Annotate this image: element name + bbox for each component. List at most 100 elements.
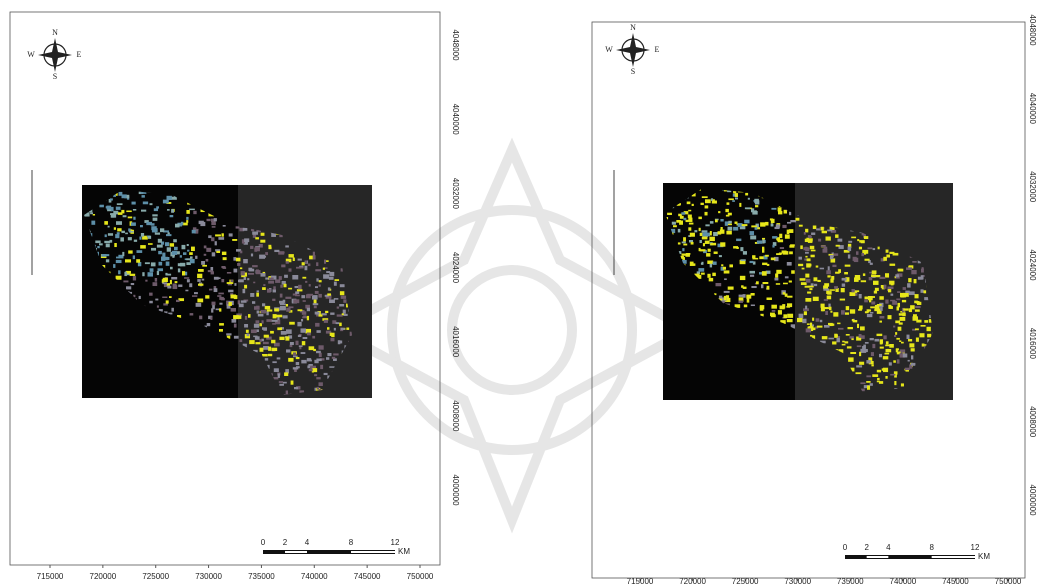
pixel bbox=[277, 373, 280, 378]
pixel bbox=[288, 357, 294, 362]
pixel bbox=[315, 322, 320, 327]
pixel bbox=[804, 246, 808, 251]
pixel bbox=[253, 281, 256, 284]
pixel bbox=[874, 305, 880, 310]
pixel bbox=[282, 315, 288, 319]
pixel bbox=[307, 365, 311, 369]
pixel bbox=[269, 277, 274, 281]
pixel bbox=[133, 239, 138, 242]
pixel bbox=[813, 277, 818, 282]
pixel bbox=[733, 246, 739, 249]
pixel bbox=[872, 374, 879, 377]
pixel bbox=[808, 285, 814, 288]
pixel bbox=[268, 246, 272, 250]
y-coordinate-label: 4016000 bbox=[1028, 328, 1037, 360]
pixel bbox=[722, 266, 726, 270]
pixel bbox=[181, 244, 186, 250]
pixel bbox=[823, 288, 829, 291]
pixel bbox=[207, 270, 213, 273]
pixel bbox=[215, 308, 220, 311]
pixel bbox=[340, 327, 345, 330]
pixel bbox=[750, 304, 755, 307]
pixel bbox=[156, 206, 160, 209]
y-coordinate-label: 4048000 bbox=[451, 29, 460, 61]
pixel bbox=[285, 261, 289, 264]
pixel bbox=[91, 220, 96, 225]
pixel bbox=[861, 335, 865, 339]
pixel bbox=[312, 368, 318, 373]
pixel bbox=[842, 340, 845, 343]
pixel bbox=[709, 236, 715, 242]
pixel bbox=[256, 290, 259, 293]
pixel bbox=[199, 315, 203, 320]
pixel bbox=[700, 272, 705, 275]
pixel bbox=[819, 319, 823, 323]
pixel bbox=[219, 323, 224, 326]
pixel bbox=[263, 346, 269, 350]
pixel bbox=[832, 341, 837, 345]
pixel bbox=[189, 208, 195, 211]
pixel bbox=[279, 336, 285, 341]
pixel bbox=[740, 259, 746, 262]
pixel bbox=[696, 271, 701, 275]
pixel bbox=[912, 328, 916, 331]
pixel bbox=[715, 283, 722, 287]
pixel bbox=[289, 321, 295, 325]
pixel bbox=[339, 322, 342, 327]
pixel bbox=[301, 295, 306, 299]
pixel bbox=[175, 223, 180, 228]
pixel bbox=[795, 217, 800, 221]
pixel bbox=[863, 233, 866, 238]
pixel bbox=[160, 228, 165, 233]
pixel bbox=[782, 292, 786, 295]
pixel bbox=[718, 211, 721, 214]
pixel bbox=[294, 368, 297, 372]
pixel bbox=[230, 308, 236, 312]
scale-bar-outline bbox=[263, 550, 395, 554]
pixel bbox=[130, 222, 136, 226]
pixel bbox=[320, 364, 324, 370]
pixel bbox=[262, 341, 269, 345]
pixel bbox=[165, 257, 170, 261]
pixel bbox=[852, 320, 858, 323]
pixel bbox=[895, 274, 899, 278]
y-coordinate-label: 4040000 bbox=[1028, 93, 1037, 125]
pixel bbox=[742, 294, 746, 298]
pixel bbox=[862, 273, 866, 276]
pixel bbox=[705, 224, 710, 227]
pixel bbox=[752, 261, 756, 265]
pixel bbox=[811, 327, 816, 331]
pixel bbox=[889, 280, 895, 285]
pixel bbox=[121, 209, 125, 214]
pixel bbox=[235, 226, 240, 229]
pixel bbox=[738, 300, 743, 303]
pixel bbox=[228, 302, 232, 306]
pixel bbox=[327, 327, 330, 330]
pixel bbox=[267, 364, 270, 369]
pixel bbox=[211, 226, 216, 228]
pixel bbox=[111, 214, 115, 218]
pixel bbox=[149, 292, 153, 296]
pixel bbox=[299, 390, 305, 395]
pixel bbox=[890, 283, 894, 286]
pixel bbox=[340, 340, 343, 344]
pixel bbox=[297, 335, 301, 337]
pixel bbox=[776, 238, 780, 240]
pixel bbox=[869, 312, 874, 314]
pixel bbox=[677, 228, 681, 233]
pixel bbox=[186, 262, 191, 265]
pixel bbox=[256, 292, 259, 297]
pixel bbox=[723, 290, 730, 293]
pixel bbox=[698, 247, 701, 252]
pixel bbox=[863, 385, 870, 389]
pixel bbox=[810, 283, 814, 288]
pixel bbox=[835, 244, 840, 247]
pixel bbox=[863, 236, 869, 240]
pixel bbox=[243, 259, 248, 264]
pixel bbox=[697, 275, 702, 279]
pixel bbox=[917, 276, 923, 280]
pixel bbox=[856, 365, 863, 368]
pixel bbox=[292, 293, 298, 296]
pixel bbox=[826, 289, 830, 294]
pixel bbox=[230, 294, 236, 299]
